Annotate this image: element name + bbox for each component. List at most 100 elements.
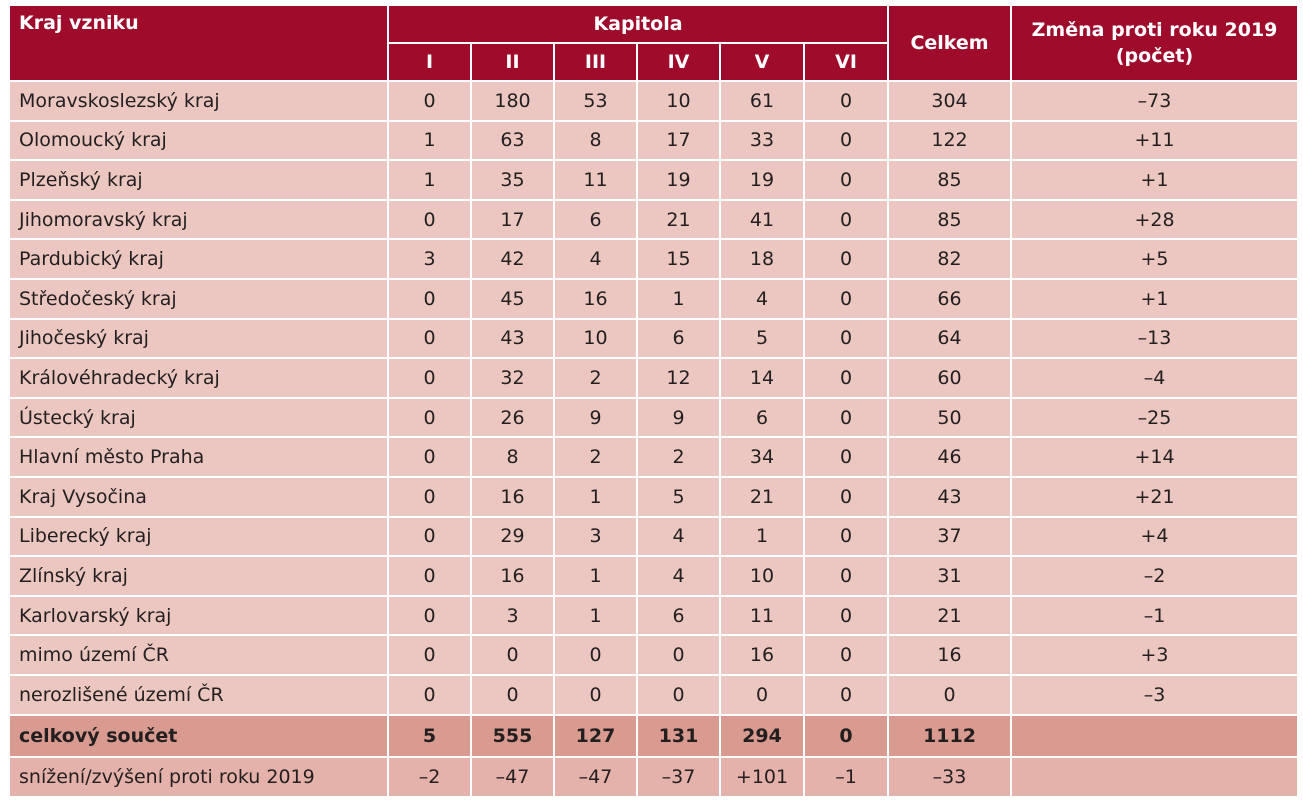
row-label: Plzeňský kraj [8,159,389,201]
cell: 4 [553,238,638,280]
cell: 16 [470,475,555,518]
header-row: I II III IV V VI [9,42,1298,82]
table-row: Královéhradecký kraj 0 32 2 12 14 0 60 –4 [8,357,1300,399]
cell: 82 [887,238,1013,280]
chapter-label: III [553,42,638,82]
table-body: Moravskoslezský kraj 0 180 53 10 61 0 304 –73 Olo… [8,80,1300,798]
cell: 0 [719,673,805,716]
cell: –25 [1010,396,1300,439]
cell: 6 [636,317,721,360]
cell: 0 [387,594,472,637]
cell: 0 [387,475,472,518]
cell: 1112 [887,713,1013,758]
cell: 18 [719,238,805,280]
cell: 9 [553,396,638,439]
cell: 0 [470,634,555,676]
cell: 32 [470,357,555,399]
cell: 42 [470,238,555,280]
cell: 3 [387,238,472,280]
cell: 2 [553,357,638,399]
cell: +28 [1010,198,1300,241]
cell: 3 [553,515,638,558]
cell: 0 [387,436,472,478]
cell: 1 [553,555,638,597]
cell: –47 [470,755,555,798]
cell: +101 [719,755,805,798]
cell: –47 [553,755,638,798]
chapter-header: Kapitola [386,4,890,44]
cell: 294 [719,713,805,758]
cell: 0 [470,673,555,716]
cell: –3 [1010,673,1300,716]
table-row: Pardubický kraj 3 42 4 15 18 0 82 +5 [8,238,1300,280]
cell: 4 [636,555,721,597]
cell: 8 [553,119,638,162]
row-label: Liberecký kraj [8,515,389,558]
cell: 0 [802,396,890,439]
cell: 0 [553,634,638,676]
cell: 0 [802,475,890,518]
cell: 14 [719,357,805,399]
cell: 1 [719,515,805,558]
cell: 64 [887,317,1013,360]
cell: 26 [470,396,555,439]
cell: 43 [887,475,1013,518]
cell: +1 [1010,159,1300,201]
table-row: Hlavní město Praha 0 8 2 2 34 0 46 +14 [8,436,1300,478]
cell: 10 [636,80,721,122]
table-row: Jihomoravský kraj 0 17 6 21 41 0 85 +28 [8,198,1300,241]
row-label: nerozlišené území ČR [8,673,389,716]
cell: 3 [470,594,555,637]
cell: –1 [1010,594,1300,637]
cell: 0 [387,673,472,716]
cell: +11 [1010,119,1300,162]
table-row: snížení/zvýšení proti roku 2019 –2 –47 –47–… [8,755,1300,798]
cell: 1 [387,159,472,201]
cell: –4 [1010,357,1300,399]
cell: 180 [470,80,555,122]
data-table: Kraj vzniku Kapitola Celkem Změna proti … [8,4,1300,798]
cell: 2 [636,436,721,478]
cell: 15 [636,238,721,280]
cell: 5 [719,317,805,360]
table-row: mimo území ČR 0 0 0 0 16 0 16 +3 [8,634,1300,676]
cell: 0 [553,673,638,716]
table-row: Zlínský kraj 0 16 1 4 10 0 31 –2 [8,555,1300,597]
cell: 0 [802,238,890,280]
cell: 43 [470,317,555,360]
row-label: Ústecký kraj [8,396,389,439]
cell: –13 [1010,317,1300,360]
cell: 21 [887,594,1013,637]
cell: 16 [553,277,638,320]
cell: +5 [1010,238,1300,280]
cell: 0 [387,396,472,439]
cell: 0 [636,673,721,716]
chapter-label: VI [802,42,890,82]
chapter-label: IV [636,42,721,82]
total-header: Celkem [887,4,1013,82]
cell: 85 [887,159,1013,201]
cell: 50 [887,396,1013,439]
row-label: Karlovarský kraj [8,594,389,637]
cell: 0 [387,277,472,320]
cell: +3 [1010,634,1300,676]
cell: 17 [470,198,555,241]
cell: +14 [1010,436,1300,478]
row-label: celkový součet [8,713,389,758]
row-label: Jihočeský kraj [8,317,389,360]
cell: 6 [553,198,638,241]
row-label: Moravskoslezský kraj [8,80,389,122]
cell: 53 [553,80,638,122]
row-label: Jihomoravský kraj [8,198,389,241]
cell: 1 [553,475,638,518]
cell: 131 [636,713,721,758]
header-row: Kraj vzniku Kapitola Celkem Změna proti … [8,4,1300,82]
cell: 6 [636,594,721,637]
row-label: Hlavní město Praha [8,436,389,478]
table-row: nerozlišené území ČR 0 0 0 0 0 0 0 –3 [8,673,1300,716]
cell: 0 [802,159,890,201]
cell: –37 [636,755,721,798]
cell: –1 [802,755,890,798]
cell: 46 [887,436,1013,478]
